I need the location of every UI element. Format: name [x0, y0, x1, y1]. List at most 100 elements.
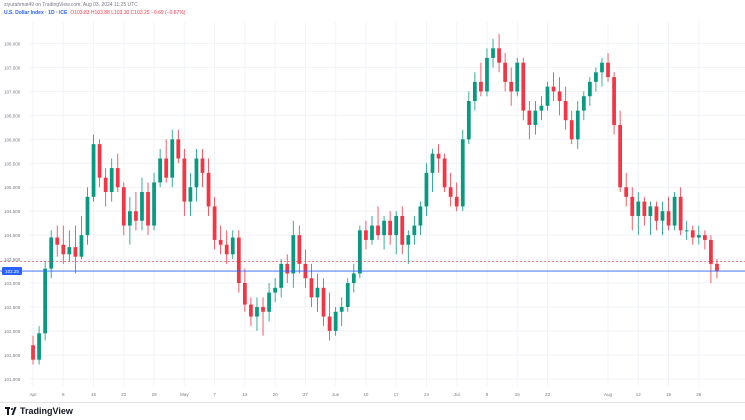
- x-tick-label: 13: [242, 392, 248, 397]
- candle-body: [103, 177, 108, 193]
- candle-body: [654, 206, 659, 221]
- candle-body: [236, 237, 241, 284]
- candle-body: [351, 273, 356, 284]
- candle-body: [43, 268, 48, 334]
- x-tick-label: 29: [152, 392, 158, 397]
- candle-body: [279, 263, 284, 288]
- candle-body: [146, 192, 150, 226]
- candle-body: [684, 230, 689, 232]
- candle-body: [454, 196, 459, 207]
- candle-body: [466, 101, 471, 140]
- candles: [31, 33, 719, 365]
- candle-body: [479, 81, 483, 92]
- y-tick-label: 103.500: [4, 257, 21, 262]
- candle-body: [79, 235, 84, 257]
- candle-body: [91, 144, 96, 197]
- candle-body: [642, 201, 647, 216]
- candle-body: [581, 96, 586, 111]
- candle-body: [636, 201, 641, 216]
- candle-body: [291, 235, 296, 274]
- candle-body: [533, 110, 538, 125]
- candle-body: [430, 153, 435, 173]
- candle-body: [357, 230, 362, 274]
- candle-body: [261, 306, 265, 312]
- candle-body: [388, 220, 393, 236]
- candle-body: [315, 287, 320, 298]
- x-tick-label: Apr: [30, 392, 38, 397]
- candle-body: [339, 306, 344, 312]
- candle-body: [485, 57, 489, 92]
- candle-body: [606, 62, 610, 78]
- candle-body: [188, 187, 193, 202]
- candle-body: [563, 101, 568, 121]
- x-tick-label: 12: [636, 392, 642, 397]
- candle-body: [594, 72, 598, 82]
- candle-body: [121, 187, 126, 226]
- x-axis: Apr 8 15 22 29 May 7 13 20 27 Jun 10 17 24 Jul 8 15 22 Aug…: [30, 392, 702, 397]
- candle-body: [31, 345, 35, 360]
- candle-body: [412, 225, 417, 236]
- candle-body: [273, 287, 278, 293]
- candle-body: [406, 235, 411, 245]
- candle-body: [109, 168, 114, 193]
- candle-body: [472, 81, 477, 102]
- candle-body: [515, 62, 520, 92]
- candle-body: [321, 287, 326, 317]
- candle-body: [448, 187, 453, 197]
- tradingview-logo-icon: [5, 407, 17, 415]
- candle-body: [648, 206, 653, 216]
- x-tick-label: 17: [394, 392, 400, 397]
- candle-body: [267, 292, 271, 312]
- x-tick-label: 15: [515, 392, 521, 397]
- candle-body: [491, 48, 495, 58]
- candle-body: [140, 192, 144, 221]
- candle-body: [690, 230, 695, 238]
- y-tick-label: 108.000: [4, 42, 21, 47]
- candle-body: [230, 237, 235, 255]
- candle-body: [709, 239, 713, 264]
- x-tick-label: 20: [273, 392, 279, 397]
- candle-body: [182, 158, 187, 202]
- candle-body: [364, 230, 368, 240]
- candle-body: [424, 172, 429, 207]
- candle-body: [624, 187, 629, 197]
- candle-body: [557, 91, 562, 102]
- candle-body: [345, 283, 350, 307]
- candle-body: [327, 316, 332, 331]
- candle-body: [460, 139, 465, 207]
- x-tick-label: 19: [666, 392, 672, 397]
- y-tick-label: 106.000: [4, 137, 21, 142]
- candle-body: [176, 139, 181, 159]
- candle-body: [206, 172, 211, 207]
- symbol-label: U.S. Dollar Index · 1D · ICE: [4, 10, 68, 16]
- candle-body: [382, 220, 386, 236]
- candle-body: [194, 158, 199, 188]
- candle-body: [436, 153, 441, 159]
- candle-body: [134, 211, 138, 221]
- candle-body: [73, 247, 78, 257]
- grid: [30, 22, 745, 386]
- candle-body: [127, 211, 132, 226]
- x-tick-label: May: [180, 392, 189, 397]
- candle-body: [158, 158, 163, 183]
- y-tick-label: 107.000: [4, 89, 21, 94]
- candle-body: [587, 81, 592, 97]
- y-tick-label: 106.500: [4, 113, 21, 118]
- last-price-tag: [2, 267, 22, 276]
- candle-body: [702, 235, 707, 240]
- candle-body: [255, 306, 259, 317]
- candle-body: [509, 81, 514, 92]
- candle-body: [49, 237, 54, 269]
- candle-body: [660, 211, 665, 221]
- candlestick-chart: Apr 8 15 22 29 May 7 13 20 27 Jun 10 17 24 Jul 8 15 22 Aug…: [0, 22, 745, 397]
- ohlc-values: O103.83 H103.88 L103.30 C103.25 −0.69 (−…: [70, 10, 186, 16]
- candle-body: [218, 239, 223, 245]
- chart-attribution: ziyurahmat49 on TradingView.com, Aug 03,…: [4, 2, 138, 8]
- candle-body: [527, 110, 532, 125]
- y-tick-label: 105.000: [4, 185, 21, 190]
- y-tick-label: 104.500: [4, 209, 21, 214]
- footer-bar: [0, 402, 745, 420]
- y-tick-label: 101.500: [4, 353, 21, 358]
- price-lines: 103.25: [0, 261, 745, 276]
- candle-body: [249, 304, 253, 317]
